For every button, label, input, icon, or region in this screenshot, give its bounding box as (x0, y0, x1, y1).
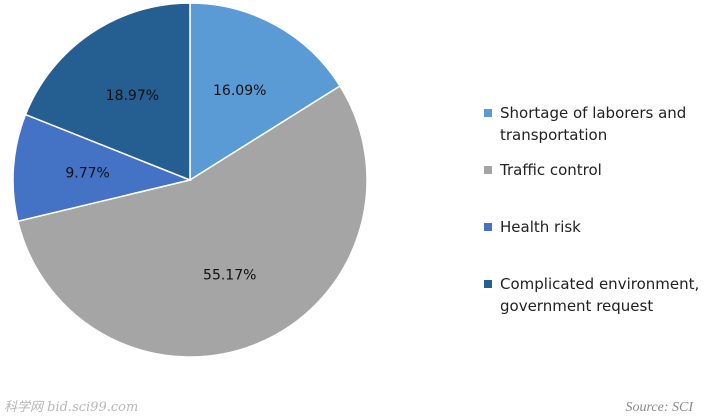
pie-slice-shortage (189, 2, 342, 182)
legend-swatch-shortage (484, 109, 492, 117)
legend-item-complicated-environment: Complicated environment, government requ… (484, 273, 706, 317)
legend-label-complicated-environment: Complicated environment, government requ… (500, 275, 700, 315)
legend-swatch-traffic-control (484, 166, 492, 174)
pie-slice-health-risk (12, 113, 193, 223)
slice-label-health-risk: 9.77% (65, 166, 109, 182)
legend-label-shortage: Shortage of laborers and transportation (500, 104, 687, 144)
legend-item-health-risk: Health risk (484, 216, 706, 238)
chart-legend: Shortage of laborers and transportation … (484, 102, 706, 317)
legend-swatch-health-risk (484, 223, 492, 231)
legend-label-health-risk: Health risk (500, 218, 581, 236)
legend-label-traffic-control: Traffic control (500, 161, 602, 179)
watermark-text: 科学网 bid.sci99.com (4, 400, 139, 415)
legend-swatch-complicated-environment (484, 280, 492, 288)
source-note: Source: SCI (625, 400, 693, 415)
slice-label-complicated-environment: 18.97% (106, 88, 159, 104)
pie-slice-complicated-environment (24, 2, 191, 182)
slice-label-traffic-control: 55.17% (203, 268, 256, 284)
legend-item-traffic-control: Traffic control (484, 159, 706, 181)
legend-item-shortage: Shortage of laborers and transportation (484, 102, 706, 146)
pie-slice-traffic-control (16, 84, 368, 358)
slice-label-shortage: 16.09% (213, 83, 266, 99)
